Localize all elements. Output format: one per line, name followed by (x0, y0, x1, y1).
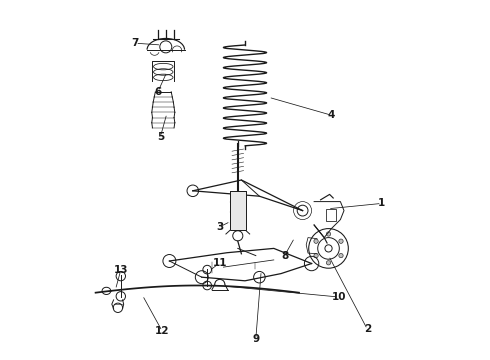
Text: 13: 13 (114, 265, 128, 275)
Bar (230, 191, 245, 230)
Circle shape (339, 253, 343, 258)
Text: 2: 2 (364, 324, 371, 334)
Text: 10: 10 (331, 292, 346, 302)
Circle shape (314, 239, 318, 243)
Text: 1: 1 (378, 198, 386, 208)
Text: 5: 5 (157, 132, 164, 142)
Text: 3: 3 (216, 222, 223, 232)
Circle shape (326, 232, 331, 236)
Text: 9: 9 (252, 334, 259, 344)
Circle shape (326, 261, 331, 265)
Circle shape (339, 239, 343, 243)
Text: 7: 7 (131, 38, 139, 48)
Text: 12: 12 (155, 326, 170, 336)
Circle shape (314, 253, 318, 258)
Bar (326, 209, 336, 221)
Text: 6: 6 (154, 87, 162, 97)
Text: 4: 4 (328, 110, 335, 120)
Text: 11: 11 (213, 258, 227, 268)
Text: 8: 8 (281, 251, 288, 261)
